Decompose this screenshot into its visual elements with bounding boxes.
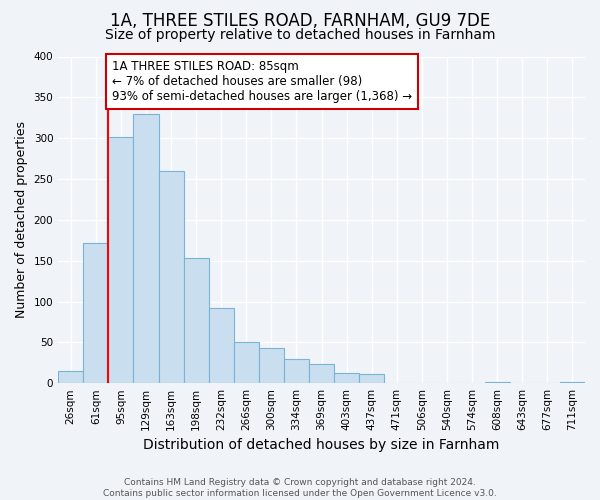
Bar xyxy=(58,371,83,383)
Bar xyxy=(234,342,259,383)
Bar xyxy=(309,364,334,383)
Text: 1A THREE STILES ROAD: 85sqm
← 7% of detached houses are smaller (98)
93% of semi: 1A THREE STILES ROAD: 85sqm ← 7% of deta… xyxy=(112,60,412,103)
Bar xyxy=(359,374,385,383)
Bar xyxy=(209,308,234,383)
Text: 1A, THREE STILES ROAD, FARNHAM, GU9 7DE: 1A, THREE STILES ROAD, FARNHAM, GU9 7DE xyxy=(110,12,490,30)
Y-axis label: Number of detached properties: Number of detached properties xyxy=(15,122,28,318)
X-axis label: Distribution of detached houses by size in Farnham: Distribution of detached houses by size … xyxy=(143,438,500,452)
Bar xyxy=(184,258,209,383)
Text: Size of property relative to detached houses in Farnham: Size of property relative to detached ho… xyxy=(105,28,495,42)
Bar xyxy=(259,348,284,383)
Bar xyxy=(560,382,585,383)
Bar xyxy=(83,242,109,383)
Bar xyxy=(485,382,510,383)
Bar xyxy=(109,136,133,383)
Bar xyxy=(284,360,309,383)
Bar xyxy=(334,372,359,383)
Text: Contains HM Land Registry data © Crown copyright and database right 2024.
Contai: Contains HM Land Registry data © Crown c… xyxy=(103,478,497,498)
Bar xyxy=(158,171,184,383)
Bar xyxy=(133,114,158,383)
